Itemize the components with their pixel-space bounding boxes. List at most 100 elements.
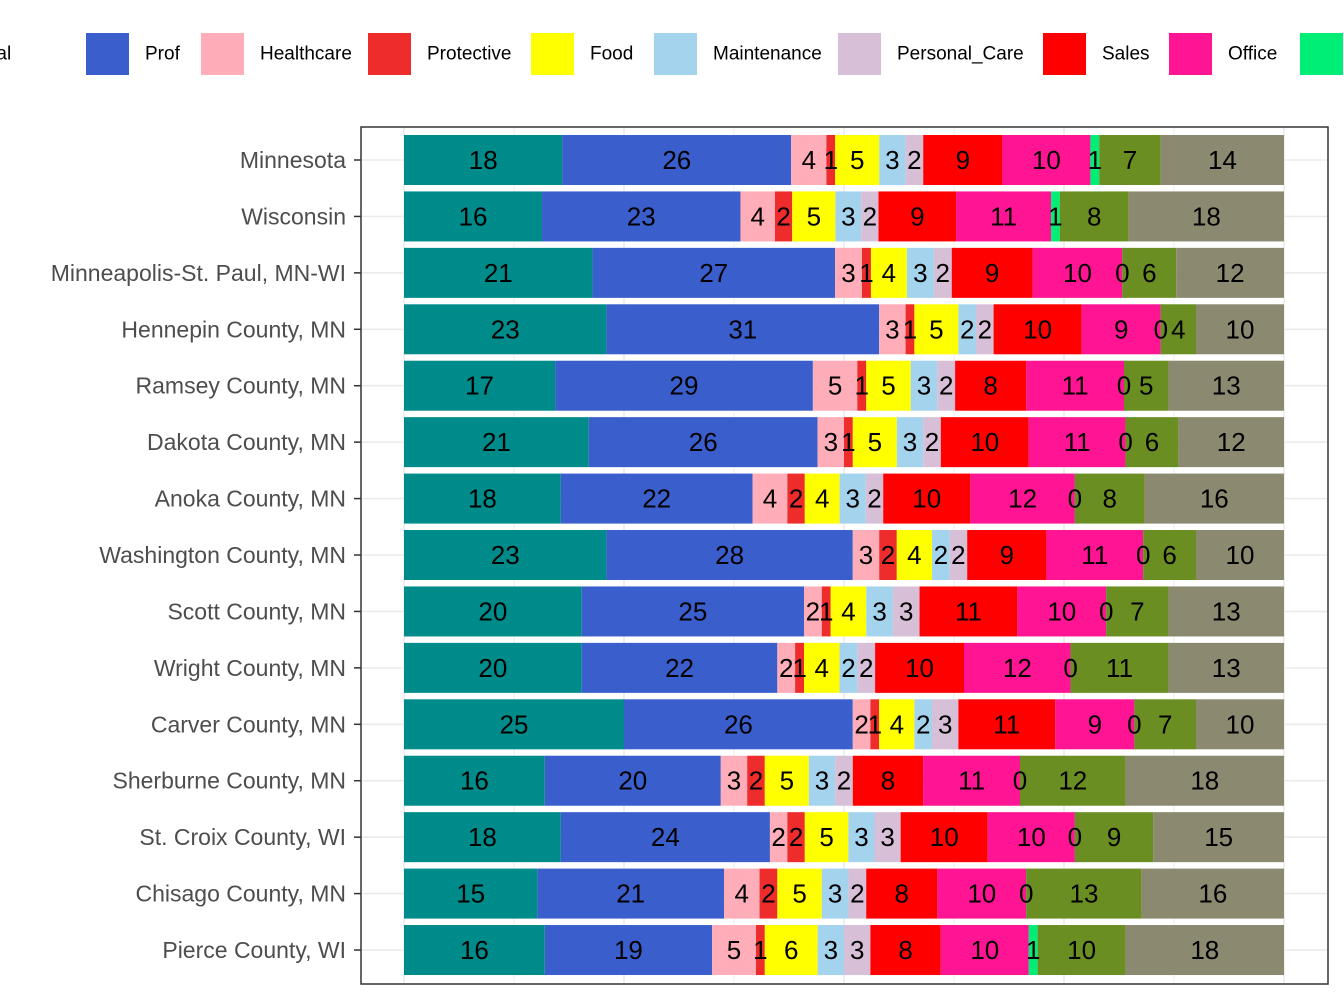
bar-segment-managerial xyxy=(404,417,589,468)
bar-segment-prof xyxy=(537,868,724,919)
data-label: 5 xyxy=(828,371,842,401)
data-label: 0 xyxy=(1013,766,1027,796)
data-label: 3 xyxy=(727,766,741,796)
data-label: 3 xyxy=(903,427,917,457)
data-label: 9 xyxy=(910,201,924,231)
legend-label: Healthcare xyxy=(260,44,352,65)
data-label: 18 xyxy=(1192,201,1221,231)
data-label: 3 xyxy=(899,596,913,626)
data-label: 26 xyxy=(724,709,753,739)
bar-segment-production xyxy=(1196,304,1284,355)
data-label: 5 xyxy=(780,766,794,796)
data-label: 13 xyxy=(1212,371,1241,401)
bar-segment-protective xyxy=(861,247,871,298)
data-label: 10 xyxy=(970,935,999,965)
data-label: 4 xyxy=(763,484,777,514)
bar-segment-construction xyxy=(1059,191,1129,242)
data-label: 21 xyxy=(482,427,511,457)
legend-item-personal-care: Personal_Care xyxy=(838,33,1024,75)
bar-segment-prof xyxy=(562,135,792,185)
data-label: 12 xyxy=(1216,258,1245,288)
bar-segment-farming xyxy=(1090,135,1100,185)
data-label: 23 xyxy=(491,540,520,570)
bar-row-hennepin-county-mn: 23 31 3 1 5 2 2 10 9 0 4 10 xyxy=(404,304,1284,355)
bar-segment-sales xyxy=(958,699,1056,750)
bar-segment-maintenance xyxy=(848,812,875,863)
bar-segment-maintenance xyxy=(821,868,849,919)
bar-row-ramsey-county-mn: 17 29 5 1 5 3 2 8 11 0 5 13 xyxy=(404,360,1284,411)
legend-key xyxy=(1169,33,1212,75)
data-label: 9 xyxy=(1088,709,1102,739)
data-label: 2 xyxy=(925,427,939,457)
bar-segment-personal-care xyxy=(857,642,876,693)
data-label: 17 xyxy=(465,371,494,401)
bar-segment-production xyxy=(1141,868,1284,919)
data-label: 10 xyxy=(905,653,934,683)
bar-row-st-croix-county-wi: 18 24 2 2 5 3 3 10 10 0 9 15 xyxy=(404,812,1284,863)
data-label: 10 xyxy=(1067,935,1096,965)
data-label: 13 xyxy=(1070,879,1099,909)
data-label: 11 xyxy=(990,201,1017,231)
data-label: 10 xyxy=(1226,314,1255,344)
bar-segment-personal-care xyxy=(874,812,901,863)
data-label: 3 xyxy=(845,484,859,514)
bar-segment-protective xyxy=(759,868,778,919)
legend-key xyxy=(201,33,244,75)
data-label: 3 xyxy=(880,822,894,852)
data-label: 2 xyxy=(863,201,877,231)
data-label: 21 xyxy=(484,258,513,288)
bar-segment-construction xyxy=(1106,586,1169,637)
legend-label: Maintenance xyxy=(713,44,822,65)
legend-label: Sales xyxy=(1102,44,1150,65)
bar-segment-managerial xyxy=(404,812,561,863)
data-label: 22 xyxy=(642,484,671,514)
data-label: 4 xyxy=(907,540,921,570)
data-label: 10 xyxy=(1032,145,1061,175)
bar-segment-office xyxy=(923,755,1020,806)
data-label: 4 xyxy=(890,709,904,739)
bar-segment-food xyxy=(777,868,822,919)
bar-segment-personal-care xyxy=(861,191,879,242)
bar-row-dakota-county-mn: 21 26 3 1 5 3 2 10 11 0 6 12 xyxy=(404,417,1284,468)
bar-segment-sales xyxy=(852,755,924,806)
data-label: 3 xyxy=(841,258,855,288)
bar-segment-construction xyxy=(1124,360,1169,411)
data-label: 1 xyxy=(753,935,767,965)
data-label: 4 xyxy=(815,653,829,683)
data-label: 8 xyxy=(983,371,997,401)
data-label: 9 xyxy=(956,145,970,175)
bar-segment-food xyxy=(852,417,897,468)
legend-key xyxy=(654,33,697,75)
bar-segment-maintenance xyxy=(835,191,862,242)
data-label: 10 xyxy=(1017,822,1046,852)
data-label: 3 xyxy=(824,427,838,457)
bar-segment-construction xyxy=(1074,473,1145,524)
bar-segment-managerial xyxy=(404,530,607,581)
bar-segment-healthcare xyxy=(791,135,827,185)
bar-row-wisconsin: 16 23 4 2 5 3 2 9 11 1 8 18 xyxy=(404,191,1284,242)
data-label: 7 xyxy=(1130,596,1144,626)
bar-segment-construction xyxy=(1026,868,1142,919)
bar-segment-office xyxy=(970,473,1075,524)
bar-row-chisago-county-mn: 15 21 4 2 5 3 2 8 10 0 13 16 xyxy=(404,868,1284,919)
legend-label: Personal_Care xyxy=(897,44,1024,65)
data-label: 6 xyxy=(1145,427,1159,457)
y-tick-label: Minnesota xyxy=(240,147,346,173)
bar-segment-food xyxy=(914,304,959,355)
bar-segment-protective xyxy=(905,304,915,355)
data-label: 1 xyxy=(792,653,806,683)
data-label: 4 xyxy=(815,484,829,514)
bar-segment-maintenance xyxy=(866,586,893,637)
bar-segment-production xyxy=(1128,191,1284,242)
bar-segment-protective xyxy=(857,360,867,411)
data-label: 9 xyxy=(1107,822,1121,852)
bar-segment-personal-care xyxy=(865,473,884,524)
bar-segment-construction xyxy=(1099,135,1161,185)
data-label: 1 xyxy=(819,596,833,626)
bar-row-anoka-county-mn: 18 22 4 2 4 3 2 10 12 0 8 16 xyxy=(404,473,1284,524)
legend-key xyxy=(531,33,574,75)
bar-segment-managerial xyxy=(404,925,545,976)
y-tick-label: Carver County, MN xyxy=(151,711,346,737)
data-label: 2 xyxy=(978,314,992,344)
